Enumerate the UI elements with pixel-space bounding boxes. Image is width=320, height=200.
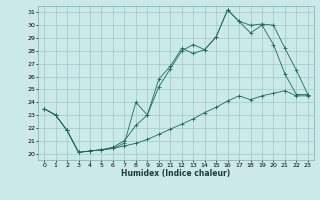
X-axis label: Humidex (Indice chaleur): Humidex (Indice chaleur) (121, 169, 231, 178)
